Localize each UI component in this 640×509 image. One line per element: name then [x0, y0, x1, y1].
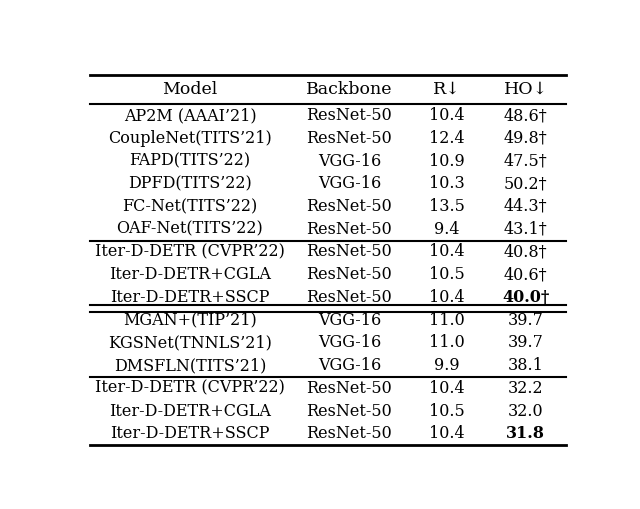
Text: 38.1: 38.1	[508, 357, 543, 374]
Text: 44.3†: 44.3†	[504, 198, 547, 215]
Text: ResNet-50: ResNet-50	[307, 243, 392, 261]
Text: 10.9: 10.9	[429, 153, 465, 169]
Text: 32.0: 32.0	[508, 403, 543, 419]
Text: 12.4: 12.4	[429, 130, 465, 147]
Text: FAPD(TITS’22): FAPD(TITS’22)	[129, 153, 250, 169]
Text: 11.0: 11.0	[429, 312, 465, 329]
Text: Model: Model	[163, 81, 218, 98]
Text: Iter-D-DETR+CGLA: Iter-D-DETR+CGLA	[109, 266, 271, 283]
Text: HO↓: HO↓	[504, 81, 548, 98]
Text: 13.5: 13.5	[429, 198, 465, 215]
Text: Iter-D-DETR+SSCP: Iter-D-DETR+SSCP	[110, 426, 269, 442]
Text: Iter-D-DETR+CGLA: Iter-D-DETR+CGLA	[109, 403, 271, 419]
Text: 39.7: 39.7	[508, 312, 543, 329]
Text: 9.4: 9.4	[435, 221, 460, 238]
Text: 9.9: 9.9	[434, 357, 460, 374]
Text: OAF-Net(TITS’22): OAF-Net(TITS’22)	[116, 221, 263, 238]
Text: ResNet-50: ResNet-50	[307, 266, 392, 283]
Text: 10.4: 10.4	[429, 426, 465, 442]
Text: 10.4: 10.4	[429, 107, 465, 124]
Text: DMSFLN(TITS’21): DMSFLN(TITS’21)	[114, 357, 266, 374]
Text: KGSNet(TNNLS’21): KGSNet(TNNLS’21)	[108, 334, 272, 351]
Text: 10.5: 10.5	[429, 403, 465, 419]
Text: Iter-D-DETR+SSCP: Iter-D-DETR+SSCP	[110, 289, 269, 306]
Text: CoupleNet(TITS’21): CoupleNet(TITS’21)	[108, 130, 272, 147]
Text: VGG-16: VGG-16	[318, 175, 381, 192]
Text: ResNet-50: ResNet-50	[307, 403, 392, 419]
Text: 39.7: 39.7	[508, 334, 543, 351]
Text: 43.1†: 43.1†	[504, 221, 547, 238]
Text: 31.8: 31.8	[506, 426, 545, 442]
Text: 10.3: 10.3	[429, 175, 465, 192]
Text: ResNet-50: ResNet-50	[307, 426, 392, 442]
Text: AP2M (AAAI’21): AP2M (AAAI’21)	[124, 107, 256, 124]
Text: VGG-16: VGG-16	[318, 357, 381, 374]
Text: FC-Net(TITS’22): FC-Net(TITS’22)	[122, 198, 257, 215]
Text: VGG-16: VGG-16	[318, 153, 381, 169]
Text: 10.5: 10.5	[429, 266, 465, 283]
Text: ResNet-50: ResNet-50	[307, 380, 392, 397]
Text: ResNet-50: ResNet-50	[307, 107, 392, 124]
Text: VGG-16: VGG-16	[318, 334, 381, 351]
Text: 40.0†: 40.0†	[502, 289, 549, 306]
Text: 48.6†: 48.6†	[504, 107, 547, 124]
Text: 10.4: 10.4	[429, 289, 465, 306]
Text: ResNet-50: ResNet-50	[307, 289, 392, 306]
Text: 10.4: 10.4	[429, 243, 465, 261]
Text: 10.4: 10.4	[429, 380, 465, 397]
Text: 32.2: 32.2	[508, 380, 543, 397]
Text: 11.0: 11.0	[429, 334, 465, 351]
Text: Iter-D-DETR (CVPR’22): Iter-D-DETR (CVPR’22)	[95, 380, 285, 397]
Text: MGAN+(TIP’21): MGAN+(TIP’21)	[123, 312, 257, 329]
Text: DPFD(TITS’22): DPFD(TITS’22)	[128, 175, 252, 192]
Text: 50.2†: 50.2†	[504, 175, 547, 192]
Text: ResNet-50: ResNet-50	[307, 198, 392, 215]
Text: Backbone: Backbone	[306, 81, 393, 98]
Text: R↓: R↓	[433, 81, 461, 98]
Text: VGG-16: VGG-16	[318, 312, 381, 329]
Text: 40.8†: 40.8†	[504, 243, 547, 261]
Text: Iter-D-DETR (CVPR’22): Iter-D-DETR (CVPR’22)	[95, 243, 285, 261]
Text: 40.6†: 40.6†	[504, 266, 547, 283]
Text: 49.8†: 49.8†	[504, 130, 547, 147]
Text: 47.5†: 47.5†	[504, 153, 547, 169]
Text: ResNet-50: ResNet-50	[307, 130, 392, 147]
Text: ResNet-50: ResNet-50	[307, 221, 392, 238]
